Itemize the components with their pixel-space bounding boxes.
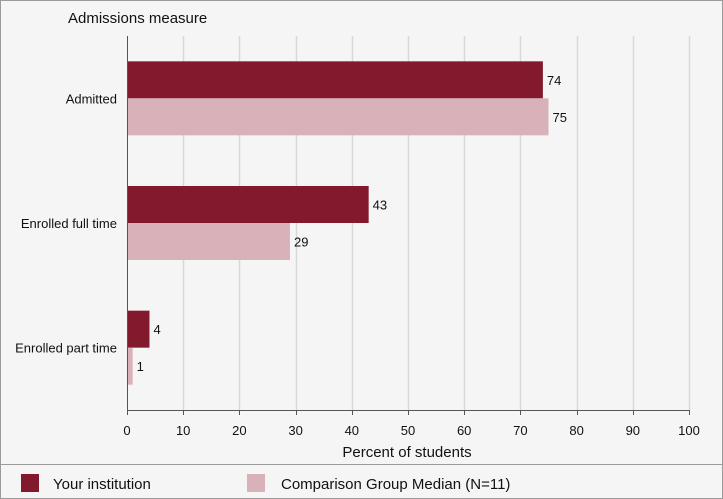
bar-layer: 74 75 43 29 4 1	[127, 61, 567, 385]
data-label-enrolled-part-time-your-institution: 4	[153, 322, 160, 337]
data-label-admitted-comparison-median: 75	[553, 110, 567, 125]
x-tick-label-10: 10	[176, 423, 190, 438]
legend: Your institution Comparison Group Median…	[21, 474, 510, 493]
x-tick-label-90: 90	[626, 423, 640, 438]
x-tick-label-100: 100	[678, 423, 700, 438]
x-tick-label-0: 0	[123, 423, 130, 438]
bar-admitted-comparison-median	[127, 98, 549, 136]
bar-enrolled-full-time-your-institution	[127, 186, 369, 223]
bar-enrolled-part-time-your-institution	[127, 310, 150, 348]
x-tick-label-50: 50	[401, 423, 415, 438]
data-label-enrolled-full-time-comparison-median: 29	[294, 235, 308, 250]
legend-swatch-comparison-median	[247, 474, 265, 492]
x-tick-label-80: 80	[569, 423, 583, 438]
legend-label-comparison-median: Comparison Group Median (N=11)	[281, 476, 510, 493]
chart-title: Admissions measure	[68, 10, 207, 27]
category-label-admitted: Admitted	[66, 91, 117, 106]
category-label-enrolled-part-time: Enrolled part time	[15, 341, 117, 356]
axis-layer: 0 10 20 30 40 50 60 70 80 90 100 Admitted Enrolled f…	[15, 36, 700, 438]
data-label-enrolled-full-time-your-institution: 43	[373, 198, 387, 213]
x-tick-label-30: 30	[288, 423, 302, 438]
x-tick-label-60: 60	[457, 423, 471, 438]
bar-admitted-your-institution	[127, 61, 543, 99]
legend-swatch-your-institution	[21, 474, 39, 492]
data-label-enrolled-part-time-comparison-median: 1	[137, 359, 144, 374]
x-tick-label-40: 40	[345, 423, 359, 438]
x-axis-label: Percent of students	[342, 444, 471, 461]
data-label-admitted-your-institution: 74	[547, 73, 561, 88]
bar-enrolled-part-time-comparison-median	[127, 347, 133, 385]
legend-label-your-institution: Your institution	[53, 476, 151, 493]
x-tick-label-20: 20	[232, 423, 246, 438]
bar-enrolled-full-time-comparison-median	[127, 223, 290, 260]
x-tick-label-70: 70	[513, 423, 527, 438]
category-label-enrolled-full-time: Enrolled full time	[21, 216, 117, 231]
